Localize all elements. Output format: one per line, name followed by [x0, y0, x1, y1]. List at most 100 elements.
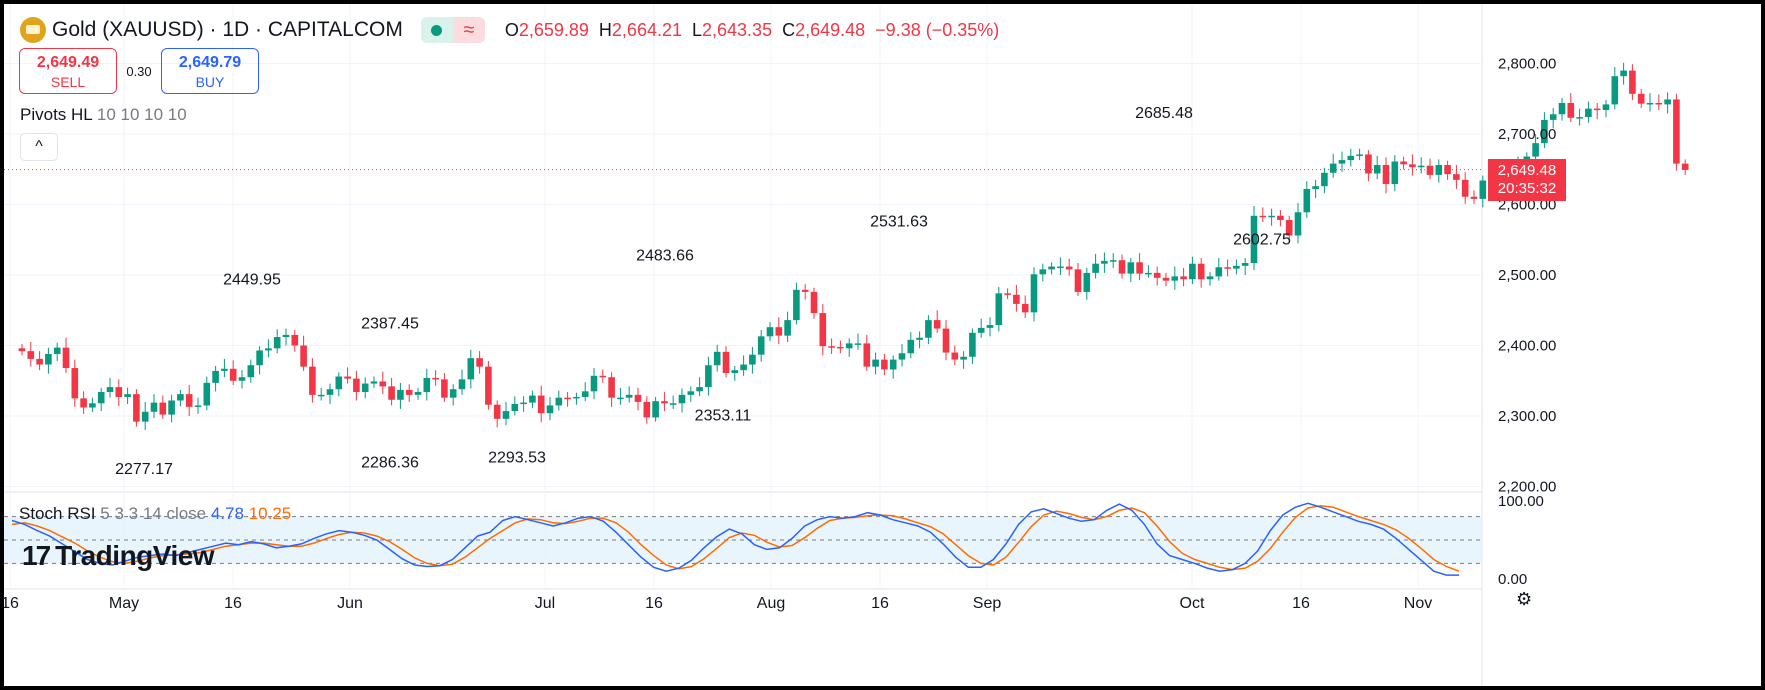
pivot-label: 2602.75 [1233, 232, 1291, 249]
candle-body [1329, 163, 1337, 173]
candle-body [449, 389, 457, 398]
candle-body [1558, 102, 1566, 115]
time-tick-label: Sep [973, 595, 1002, 612]
time-tick-label: Jun [337, 595, 363, 612]
candle-body [1241, 263, 1249, 266]
market-status[interactable]: ≈ [420, 16, 485, 44]
price-change: −9.38 (−0.35%) [875, 19, 1000, 40]
candle-body [1664, 99, 1671, 105]
price-tick-label: 2,500.00 [1498, 267, 1556, 284]
buy-button[interactable]: 2,649.79 BUY [161, 48, 259, 94]
candle-body [643, 401, 651, 418]
candle-body [1347, 155, 1355, 161]
candle-body [1453, 174, 1460, 180]
candle-body [986, 325, 994, 328]
candle-body [1197, 263, 1205, 280]
chart-canvas[interactable]: 2449.95 2387.45 2483.66 2531.63 2685.48 2277.… [4, 4, 1765, 690]
candle-body [555, 397, 563, 406]
candle-body [1233, 265, 1240, 269]
ohlc-close-key: C [782, 19, 796, 40]
symbol-title[interactable]: Gold (XAUUSD) · 1D · CAPITALCOM [52, 18, 403, 41]
candle-body [1057, 266, 1064, 269]
time-tick-label: 16 [224, 595, 242, 612]
time-tick-label: 16 [4, 595, 19, 612]
candle-body [1470, 196, 1478, 199]
candle-body [1409, 164, 1416, 168]
trade-panel: 2,649.49 SELL 0.30 2,649.79 BUY [19, 48, 259, 94]
candle-body [1426, 165, 1434, 175]
candle-body [951, 352, 959, 360]
candle-body [889, 359, 897, 370]
candle-body [1206, 276, 1214, 280]
collapse-legend-button[interactable]: ^ [20, 133, 58, 161]
candle-body [150, 402, 158, 412]
candle-body [1365, 154, 1372, 174]
candle-body [1171, 276, 1179, 281]
wave-icon: ≈ [452, 17, 485, 43]
pivot-label: 2293.53 [488, 450, 546, 467]
candle-body [1224, 267, 1231, 269]
ohlc-close: C2,649.48 [782, 20, 865, 41]
candle-body [168, 400, 175, 415]
stoch-tick-label: 100.00 [1498, 493, 1544, 510]
candle-body [106, 387, 114, 393]
candle-body [775, 327, 783, 336]
candle-body [1030, 274, 1038, 313]
candle-body [564, 397, 571, 400]
candle-body [326, 389, 334, 395]
sell-price: 2,649.49 [36, 54, 100, 71]
candle-body [388, 386, 395, 400]
candle-body [573, 396, 580, 399]
pivots-name: Pivots HL [20, 105, 93, 124]
candle-body [1277, 215, 1284, 221]
candle-body [1435, 165, 1443, 175]
market-open-icon [420, 17, 453, 43]
candle-body [810, 291, 818, 314]
candle-body [133, 394, 140, 422]
candle-body [1303, 188, 1311, 213]
candle-body [942, 328, 950, 353]
candle-body [749, 354, 756, 365]
candle-body [89, 403, 96, 408]
tradingview-mark-icon: 17 [22, 540, 51, 571]
candle-body [458, 379, 466, 390]
candle-body [907, 339, 915, 354]
ohlc-high-value: 2,664.21 [611, 19, 682, 40]
candle-body [476, 358, 483, 367]
candle-body [1576, 117, 1583, 119]
pivot-label: 2286.36 [361, 455, 419, 472]
candle-body [370, 381, 378, 384]
candle-body [238, 377, 246, 381]
candle-body [71, 368, 79, 399]
candle-body [1092, 263, 1099, 273]
time-tick-label: 16 [645, 595, 663, 612]
chart-settings-icon[interactable]: ⚙ [1516, 589, 1533, 609]
tradingview-wordmark: TradingView [55, 540, 215, 571]
candle-body [423, 377, 431, 393]
candle-body [793, 289, 800, 321]
spread-value: 0.30 [126, 63, 152, 79]
candle-body [757, 336, 765, 355]
bar-countdown: 20:35:32 [1497, 180, 1557, 197]
pivots-indicator-label[interactable]: Pivots HL 10 10 10 10 [20, 105, 187, 125]
buy-label: BUY [195, 74, 225, 90]
stoch-rsi-label[interactable]: Stoch RSI 5 3 3 14 close 4.78 10.25 [19, 504, 291, 524]
candle-body [1109, 260, 1117, 262]
price-tick-label: 2,700.00 [1498, 126, 1556, 143]
candle-body [511, 404, 519, 412]
stoch-name: Stoch RSI [19, 504, 96, 523]
candle-body [1681, 163, 1689, 170]
candle-body [960, 356, 967, 360]
candle-body [1611, 76, 1619, 105]
candle-body [661, 401, 668, 404]
candle-body [397, 389, 404, 400]
tradingview-logo[interactable]: 17 TradingView [22, 540, 215, 572]
candle-body [1646, 102, 1654, 105]
candle-body [485, 366, 492, 405]
pivot-label: 2531.63 [870, 214, 928, 231]
candle-body [80, 398, 87, 408]
candle-body [1541, 119, 1548, 144]
sell-button[interactable]: 2,649.49 SELL [19, 48, 117, 94]
candle-body [1444, 165, 1451, 175]
candle-body [881, 359, 888, 370]
